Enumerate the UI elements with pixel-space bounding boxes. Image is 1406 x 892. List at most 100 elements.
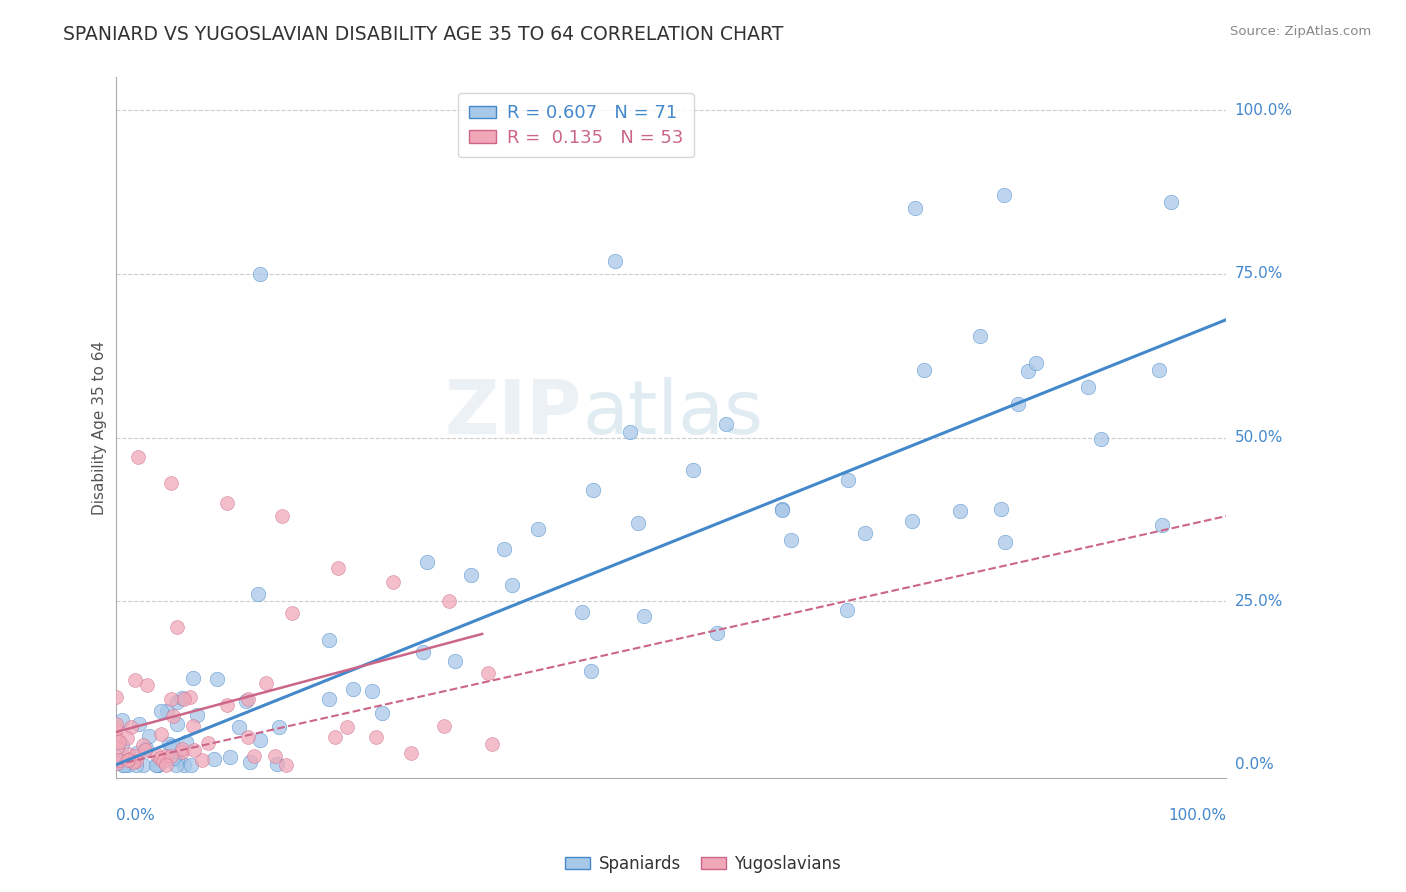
Point (318, 692, 340, 706)
Text: ZIP: ZIP (444, 377, 582, 450)
Point (779, 533, 801, 547)
Point (215, 496, 238, 510)
Point (105, 740, 128, 755)
Text: 50.0%: 50.0% (1234, 430, 1282, 445)
Point (990, 502, 1012, 516)
Point (477, 666, 499, 681)
Point (949, 503, 972, 517)
Point (112, 757, 135, 772)
Point (160, 749, 183, 764)
Point (105, 717, 128, 731)
Point (186, 707, 208, 722)
Point (111, 757, 134, 772)
Point (994, 534, 1017, 549)
Point (162, 709, 184, 723)
Point (716, 417, 738, 432)
Point (443, 655, 465, 669)
Point (266, 756, 288, 771)
Point (157, 737, 180, 751)
Point (239, 755, 262, 769)
Point (254, 675, 277, 690)
Text: atlas: atlas (582, 377, 763, 450)
Point (249, 733, 271, 747)
Point (1147, 363, 1170, 377)
Point (770, 502, 793, 516)
Point (197, 736, 219, 750)
Point (149, 751, 172, 765)
Point (323, 730, 346, 744)
Point (993, 188, 1015, 202)
Point (318, 633, 340, 648)
Point (107, 753, 129, 767)
Text: Source: ZipAtlas.com: Source: ZipAtlas.com (1230, 25, 1371, 38)
Point (605, 253, 627, 268)
Point (1017, 364, 1039, 378)
Point (160, 476, 183, 491)
Point (1150, 518, 1173, 533)
Point (121, 756, 143, 770)
Point (1160, 194, 1182, 209)
Point (138, 730, 160, 744)
Point (165, 757, 187, 772)
Point (382, 574, 405, 589)
Point (173, 691, 195, 706)
Point (1077, 380, 1099, 394)
Point (173, 757, 195, 772)
Point (243, 749, 266, 764)
Point (901, 514, 924, 528)
Point (371, 706, 394, 720)
Point (582, 483, 605, 497)
Point (202, 752, 225, 766)
Point (107, 753, 129, 767)
Point (706, 625, 728, 640)
Point (180, 757, 202, 772)
Text: 100.0%: 100.0% (1168, 808, 1226, 823)
Point (236, 731, 259, 745)
Point (853, 525, 876, 540)
Point (108, 735, 131, 749)
Point (156, 704, 179, 718)
Point (183, 742, 205, 756)
Point (152, 754, 174, 768)
Point (115, 731, 138, 746)
Text: 25.0%: 25.0% (1234, 594, 1282, 608)
Point (235, 693, 257, 707)
Point (111, 713, 134, 727)
Point (837, 603, 859, 617)
Point (127, 450, 149, 464)
Point (124, 673, 146, 687)
Point (274, 757, 297, 772)
Point (128, 717, 150, 731)
Point (149, 704, 172, 718)
Point (146, 748, 169, 763)
Point (205, 672, 228, 686)
Point (682, 463, 704, 477)
Point (176, 735, 198, 749)
Point (249, 267, 271, 281)
Point (105, 756, 128, 770)
Point (170, 690, 193, 705)
Point (633, 609, 655, 624)
Text: 75.0%: 75.0% (1234, 267, 1282, 281)
Text: 0.0%: 0.0% (1234, 757, 1274, 772)
Point (360, 684, 382, 698)
Point (107, 731, 129, 746)
Point (437, 594, 460, 608)
Point (215, 698, 238, 712)
Point (179, 690, 201, 704)
Point (125, 746, 148, 760)
Point (125, 757, 148, 772)
Point (117, 757, 139, 772)
Point (364, 730, 387, 744)
Point (218, 749, 240, 764)
Point (132, 757, 155, 772)
Point (412, 645, 434, 659)
Point (627, 516, 650, 530)
Point (120, 720, 142, 734)
Text: 0.0%: 0.0% (115, 808, 155, 823)
Point (150, 727, 173, 741)
Point (433, 719, 456, 733)
Point (579, 665, 602, 679)
Point (105, 721, 128, 735)
Point (160, 739, 183, 753)
